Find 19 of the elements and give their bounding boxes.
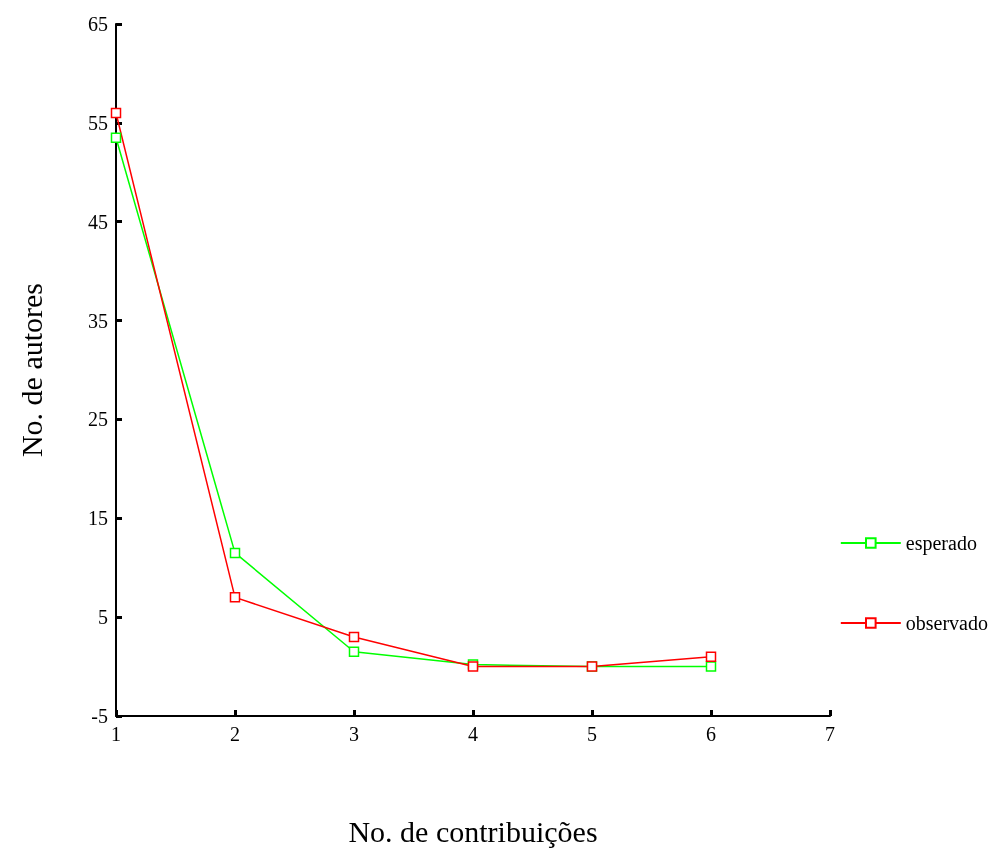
legend-label: esperado bbox=[905, 532, 977, 555]
y-tick-label: 15 bbox=[88, 507, 108, 530]
y-tick-label: -5 bbox=[91, 705, 108, 727]
y-tick-label: 55 bbox=[88, 111, 108, 134]
y-tick-label: 65 bbox=[88, 13, 108, 35]
x-tick-label: 7 bbox=[825, 723, 835, 745]
x-axis-title: No. de contribuições bbox=[348, 814, 598, 848]
x-tick-label: 1 bbox=[111, 723, 121, 745]
y-axis-title: No. de autores bbox=[14, 282, 48, 458]
y-tick-label: 45 bbox=[88, 210, 108, 233]
y-tick-label: 5 bbox=[98, 606, 108, 629]
x-tick-label: 6 bbox=[706, 723, 716, 745]
x-tick-label: 3 bbox=[349, 723, 359, 745]
y-tick-label: 25 bbox=[88, 408, 108, 431]
x-tick-label: 2 bbox=[230, 723, 240, 745]
x-tick-label: 5 bbox=[587, 723, 597, 745]
legend-label: observado bbox=[905, 612, 989, 634]
y-tick-label: 35 bbox=[88, 309, 108, 332]
x-tick-label: 4 bbox=[468, 723, 478, 745]
